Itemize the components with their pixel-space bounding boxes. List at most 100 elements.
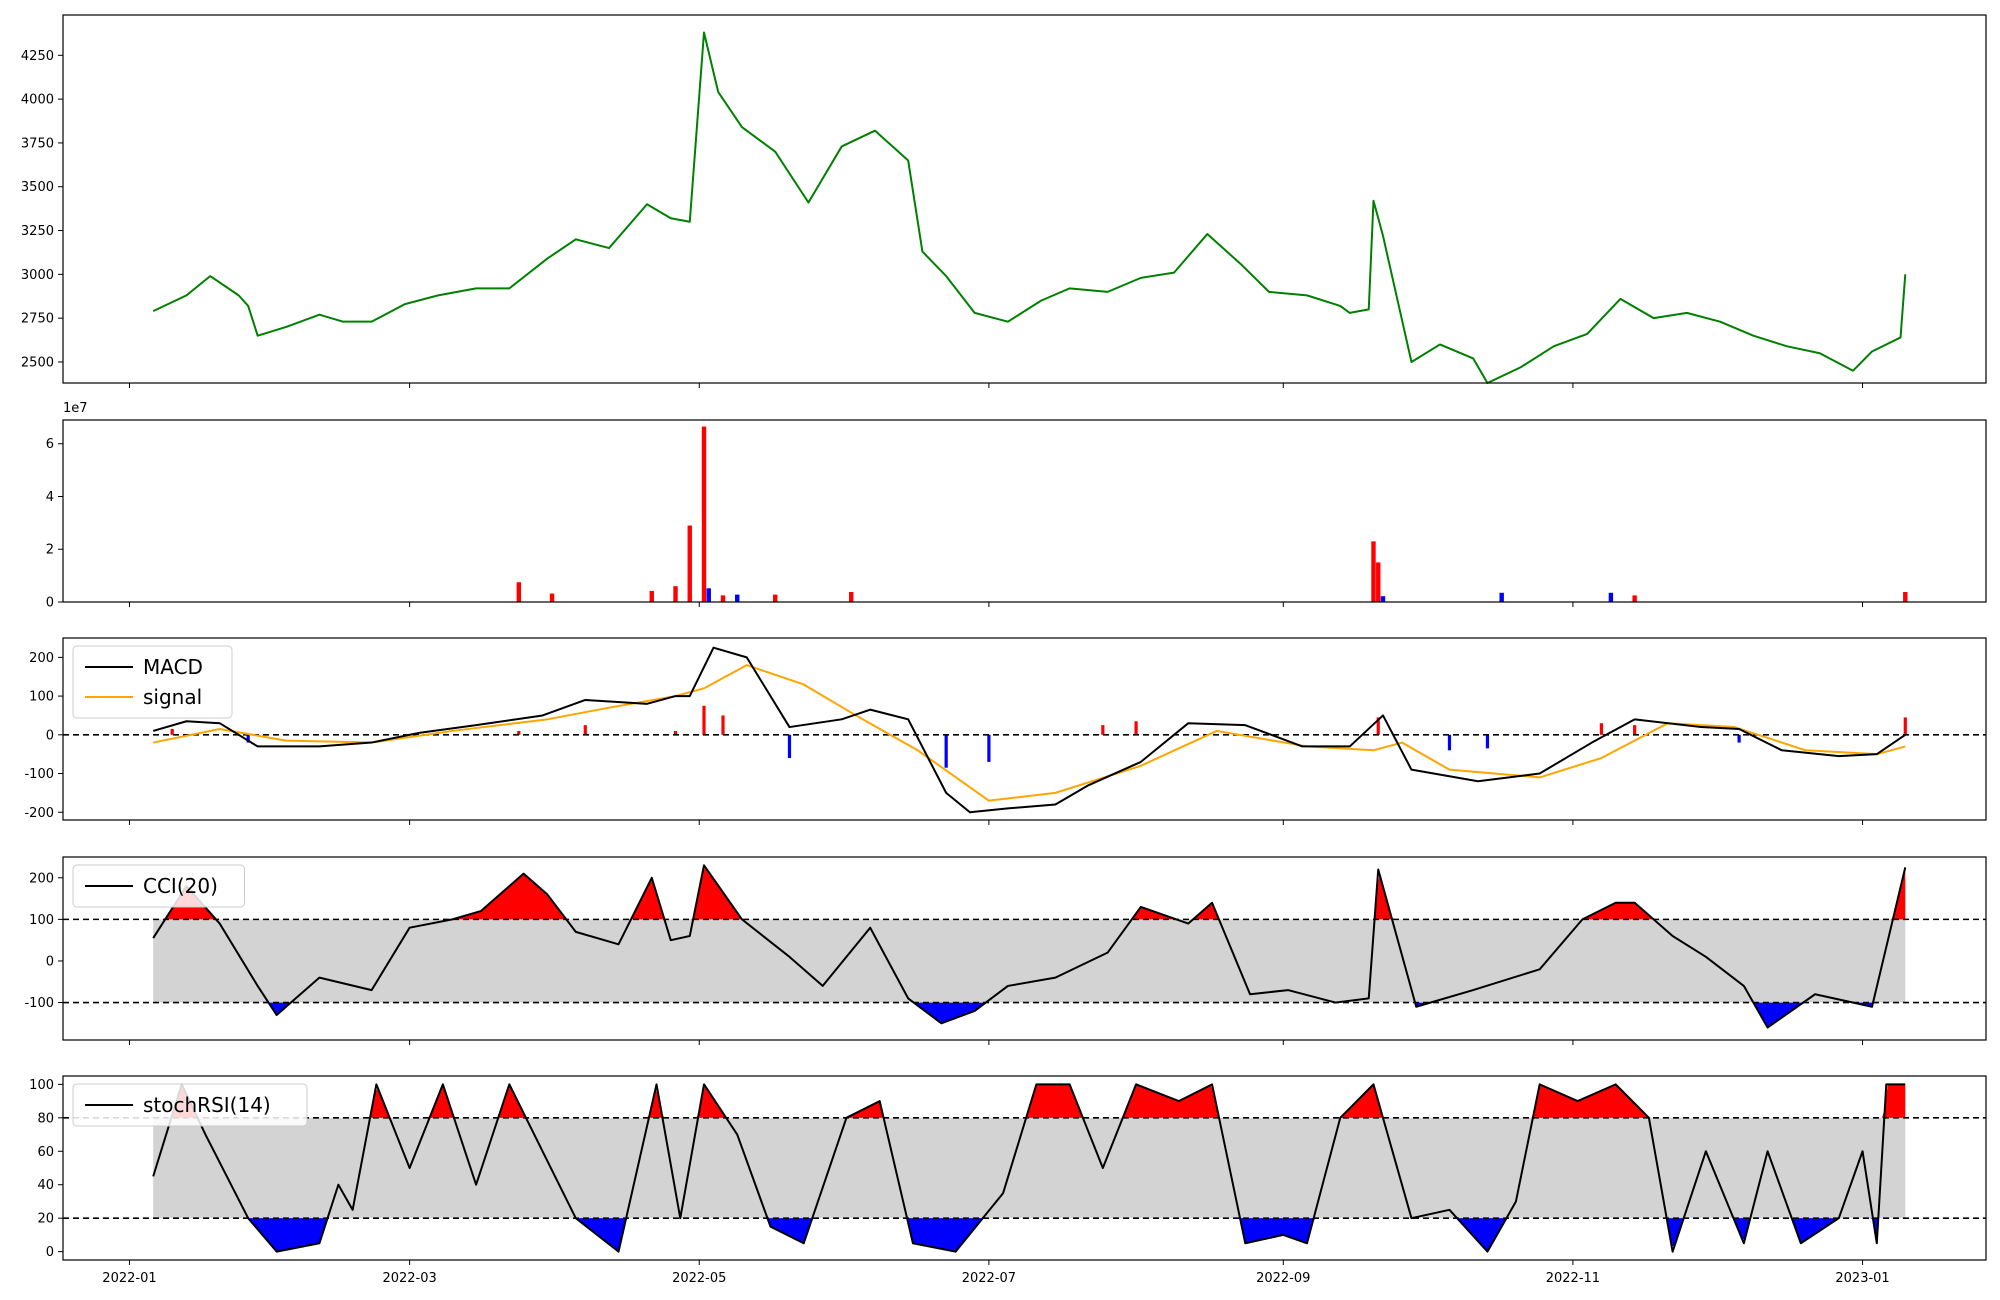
macd-legend-label: signal — [143, 685, 202, 709]
stochrsi-axes-frame — [62, 1075, 1987, 1261]
volume-bar — [1608, 592, 1614, 602]
volume-bar — [773, 594, 778, 602]
macd-histogram-bar — [702, 705, 706, 735]
cci-ytick-label: -100 — [24, 996, 54, 1011]
macd-histogram-bar — [1737, 734, 1741, 743]
cci-ytick-label: 200 — [29, 871, 54, 886]
macd-legend — [72, 645, 233, 719]
macd-panel: -200 -100 0 100 200 MACD signal — [24, 637, 1987, 825]
macd-histogram-bar — [987, 734, 991, 762]
volume-bar — [720, 595, 726, 602]
xtick-label: 2022-11 — [1546, 1271, 1600, 1286]
signal-line — [153, 664, 1906, 802]
volume-bar — [549, 593, 555, 602]
macd-ytick-label: 200 — [29, 651, 54, 666]
price-line — [152, 31, 1907, 384]
volume-bar — [1632, 595, 1637, 602]
volume-bar — [516, 582, 522, 602]
macd-histogram-bar — [517, 730, 521, 735]
macd-histogram-bar — [1101, 725, 1105, 735]
cci-panel: CCI(20) -100 0 100 200 — [24, 856, 1987, 1045]
cci-oversold-fill — [153, 1002, 1906, 1028]
volume-ytick-label: 6 — [46, 437, 54, 452]
volume-scale-label: 1e7 — [63, 401, 88, 416]
macd-axes-frame — [62, 637, 1987, 821]
xtick-label: 2022-07 — [962, 1271, 1016, 1286]
xtick-label: 2022-03 — [382, 1271, 436, 1286]
stochrsi-oversold-fill — [153, 1218, 1906, 1252]
stochrsi-line — [152, 1083, 1906, 1253]
volume-bar — [706, 588, 711, 602]
stochrsi-neutral-band — [153, 1117, 1906, 1219]
stochrsi-legend-label: stochRSI(14) — [143, 1093, 271, 1117]
cci-legend — [72, 864, 245, 908]
macd-histogram-bar — [1485, 734, 1490, 749]
stochrsi-ytick-label: 20 — [37, 1212, 54, 1227]
price-ytick-label: 3000 — [21, 268, 54, 283]
volume-bar — [687, 525, 692, 602]
xtick-label: 2022-05 — [672, 1271, 726, 1286]
xtick-label: 2022-09 — [1256, 1271, 1310, 1286]
macd-histogram-bar — [944, 734, 948, 768]
macd-histogram-bar — [787, 734, 792, 759]
volume-ytick-label: 2 — [46, 543, 54, 558]
price-axes-frame — [62, 14, 1987, 384]
macd-histogram-bar — [1633, 725, 1637, 735]
macd-histogram-bar — [1447, 734, 1452, 751]
volume-bar — [1903, 591, 1908, 602]
volume-bar — [1376, 562, 1381, 602]
macd-ytick-label: -100 — [24, 767, 54, 782]
macd-ytick-label: 100 — [29, 690, 54, 705]
volume-panel: 0 2 4 6 1e7 — [46, 401, 1987, 611]
volume-bar — [649, 590, 654, 602]
stochrsi-ytick-label: 0 — [46, 1245, 54, 1260]
xtick-label: 2023-01 — [1835, 1271, 1889, 1286]
macd-histogram-bar — [673, 730, 678, 735]
cci-line — [152, 864, 1907, 1029]
macd-histogram-bar — [1903, 717, 1907, 735]
macd-histogram-bar — [1134, 721, 1138, 735]
cci-ytick-label: 0 — [46, 954, 54, 969]
price-ytick-label: 4000 — [21, 93, 54, 108]
macd-histogram-bar — [1599, 723, 1603, 735]
volume-bar — [735, 594, 740, 602]
volume-bar — [848, 591, 854, 602]
volume-bar — [1499, 592, 1504, 602]
price-ytick-label: 3250 — [21, 224, 54, 239]
macd-ytick-label: -200 — [24, 806, 54, 821]
price-ytick-label: 3750 — [21, 136, 54, 151]
macd-ytick-label: 0 — [46, 728, 54, 743]
cci-neutral-band — [153, 919, 1906, 1003]
price-ytick-label: 4250 — [21, 49, 54, 64]
stochrsi-ytick-label: 40 — [37, 1178, 54, 1193]
macd-line — [152, 646, 1906, 814]
price-ytick-label: 2500 — [21, 355, 54, 370]
cci-legend-label: CCI(20) — [143, 874, 218, 898]
volume-bar — [673, 586, 678, 602]
xtick-label: 2022-01 — [102, 1271, 156, 1286]
cci-ytick-label: 100 — [29, 913, 54, 928]
volume-bar — [701, 426, 707, 602]
price-ytick-label: 2750 — [21, 312, 54, 327]
stochrsi-ytick-label: 100 — [29, 1078, 54, 1093]
macd-histogram-bar — [246, 734, 250, 743]
volume-ytick-label: 4 — [46, 490, 54, 505]
stochrsi-ytick-label: 80 — [37, 1111, 54, 1126]
stochrsi-panel: stochRSI(14) 0 20 40 60 80 100 2022-01 2022-03 20… — [29, 1075, 1987, 1286]
volume-axes-frame — [62, 419, 1987, 603]
stochrsi-overbought-fill — [153, 1084, 1906, 1118]
cci-axes-frame — [62, 856, 1987, 1041]
macd-histogram-bar — [583, 725, 587, 735]
macd-histogram-bar — [170, 729, 174, 735]
stochrsi-legend — [72, 1083, 308, 1127]
price-ytick-label: 3500 — [21, 180, 54, 195]
volume-ytick-label: 0 — [46, 596, 54, 611]
volume-bar — [1380, 596, 1386, 602]
cci-overbought-fill — [153, 866, 1906, 920]
macd-histogram-bar — [721, 715, 725, 735]
macd-legend-label: MACD — [143, 655, 203, 679]
stochrsi-ytick-label: 60 — [37, 1145, 54, 1160]
macd-histogram-bar — [1376, 717, 1380, 735]
volume-bar — [1371, 541, 1376, 602]
